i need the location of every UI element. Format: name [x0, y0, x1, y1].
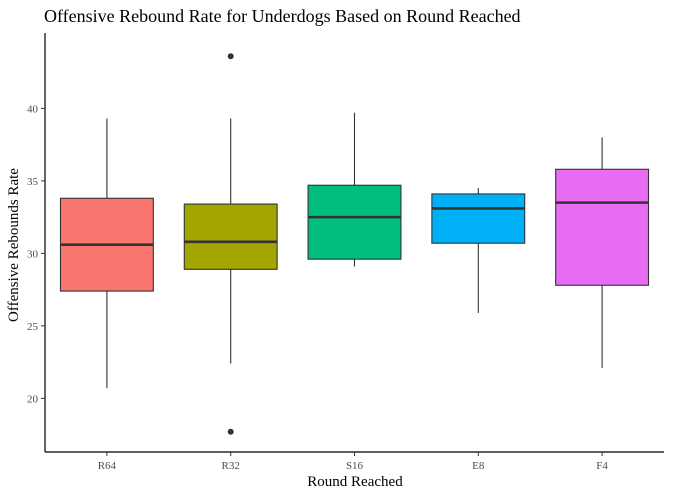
x-tick-label: F4 [596, 460, 608, 472]
box-iqr [431, 193, 526, 244]
y-tick-label: 35 [27, 176, 39, 188]
x-tick-label: R32 [222, 460, 240, 472]
x-axis-ticks: R64 R32 S16 E8 F4 [98, 452, 608, 472]
x-tick-label: E8 [472, 460, 485, 472]
box-iqr [183, 203, 278, 270]
chart-title: Offensive Rebound Rate for Underdogs Bas… [44, 6, 521, 26]
outlier-point [227, 428, 234, 435]
x-tick-label: S16 [346, 460, 364, 472]
y-axis-ticks: 20 25 30 35 40 [27, 103, 45, 405]
x-axis-title: Round Reached [307, 474, 403, 490]
plot-area [59, 53, 650, 435]
y-tick-label: 30 [27, 248, 39, 260]
x-tick-label: R64 [98, 460, 117, 472]
box-iqr [307, 184, 402, 260]
y-tick-label: 20 [27, 393, 39, 405]
box-f4 [555, 137, 650, 368]
y-axis-title: Offensive Rebounds Rate [6, 168, 22, 322]
y-tick-label: 25 [27, 321, 39, 333]
y-tick-label: 40 [27, 103, 39, 115]
box-r32 [183, 53, 278, 435]
box-e8 [431, 188, 526, 313]
box-r64 [59, 118, 154, 389]
box-iqr [555, 168, 650, 286]
outlier-point [227, 53, 234, 60]
box-s16 [307, 112, 402, 267]
